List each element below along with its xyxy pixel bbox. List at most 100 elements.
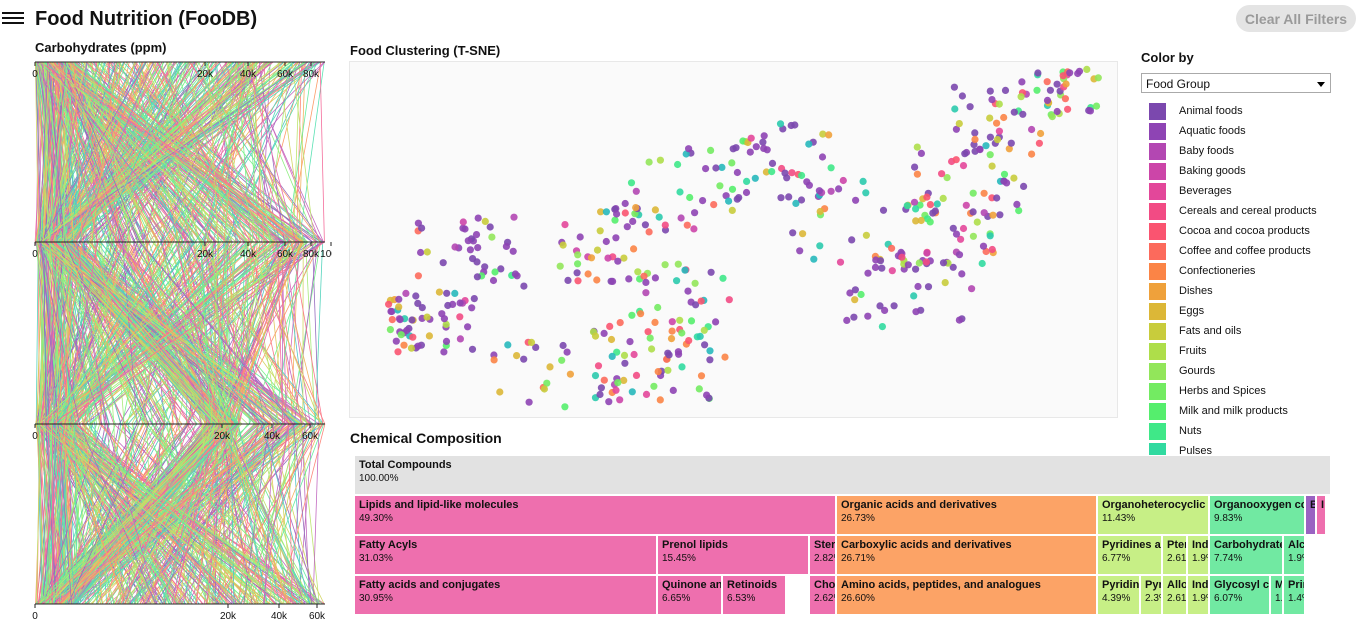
tsne-point[interactable]: [707, 268, 715, 276]
tsne-point[interactable]: [980, 189, 988, 197]
tsne-point[interactable]: [607, 335, 616, 344]
tsne-point[interactable]: [1059, 72, 1067, 80]
treemap-cell-glycosyl[interactable]: Glycosyl compounds 6.07%: [1209, 575, 1270, 615]
tsne-point[interactable]: [728, 159, 736, 167]
tsne-point[interactable]: [768, 168, 776, 176]
tsne-point[interactable]: [623, 223, 631, 231]
tsne-point[interactable]: [955, 251, 964, 259]
tsne-point[interactable]: [798, 171, 806, 180]
tsne-point[interactable]: [412, 292, 420, 300]
tsne-point[interactable]: [742, 188, 751, 197]
tsne-point[interactable]: [690, 225, 698, 233]
tsne-point[interactable]: [968, 285, 976, 293]
tsne-point[interactable]: [403, 326, 411, 335]
tsne-point[interactable]: [952, 230, 961, 238]
treemap-cell-other2[interactable]: I: [1316, 495, 1326, 535]
tsne-point[interactable]: [678, 329, 686, 337]
tsne-point[interactable]: [414, 342, 422, 350]
tsne-point[interactable]: [664, 366, 672, 374]
tsne-point[interactable]: [697, 372, 706, 380]
tsne-point[interactable]: [677, 214, 685, 222]
tsne-point[interactable]: [926, 218, 934, 226]
tsne-point[interactable]: [388, 316, 396, 324]
tsne-point[interactable]: [407, 344, 416, 352]
tsne-point[interactable]: [848, 236, 856, 244]
tsne-point[interactable]: [685, 337, 693, 345]
tsne-point[interactable]: [697, 297, 705, 305]
tsne-point[interactable]: [474, 214, 482, 222]
tsne-point[interactable]: [819, 130, 827, 138]
tsne-point[interactable]: [532, 343, 540, 351]
tsne-point[interactable]: [559, 341, 567, 350]
tsne-point[interactable]: [871, 263, 880, 271]
tsne-point[interactable]: [559, 241, 567, 249]
tsne-point[interactable]: [1020, 182, 1028, 190]
treemap-cell-primary[interactable]: Primary alcohols 1.4%: [1283, 575, 1305, 615]
tsne-point[interactable]: [576, 233, 584, 241]
tsne-point[interactable]: [440, 348, 448, 356]
tsne-point[interactable]: [510, 213, 518, 221]
tsne-point[interactable]: [654, 368, 662, 376]
treemap-cell-alcohols[interactable]: Alcohols and polyols 1.9%: [1283, 535, 1305, 575]
tsne-point[interactable]: [904, 261, 912, 269]
tsne-point[interactable]: [706, 347, 714, 355]
tsne-point[interactable]: [701, 341, 709, 349]
tsne-point[interactable]: [520, 355, 528, 363]
tsne-point[interactable]: [888, 267, 896, 275]
tsne-point[interactable]: [986, 114, 994, 122]
tsne-point[interactable]: [872, 256, 880, 264]
tsne-point[interactable]: [597, 384, 605, 392]
tsne-point[interactable]: [1007, 139, 1015, 147]
tsne-point[interactable]: [681, 266, 689, 274]
tsne-point[interactable]: [593, 276, 601, 284]
tsne-point[interactable]: [879, 206, 888, 214]
tsne-point[interactable]: [912, 308, 920, 316]
tsne-point[interactable]: [464, 237, 472, 245]
tsne-point[interactable]: [655, 213, 663, 221]
tsne-point[interactable]: [839, 176, 847, 185]
treemap-cell-indoles[interactable]: Indoles and derivatives 1.9%: [1187, 535, 1209, 575]
tsne-point[interactable]: [513, 352, 521, 360]
tsne-point[interactable]: [439, 259, 447, 267]
tsne-point[interactable]: [630, 350, 638, 359]
tsne-point[interactable]: [591, 372, 600, 380]
tsne-point[interactable]: [481, 217, 489, 225]
tsne-point[interactable]: [890, 302, 898, 310]
tsne-point[interactable]: [608, 352, 616, 360]
tsne-point[interactable]: [1046, 86, 1054, 94]
tsne-point[interactable]: [878, 323, 887, 331]
tsne-point[interactable]: [718, 163, 726, 171]
tsne-point[interactable]: [696, 332, 704, 340]
tsne-point[interactable]: [674, 160, 682, 169]
tsne-point[interactable]: [931, 207, 939, 215]
tsne-point[interactable]: [674, 348, 682, 356]
tsne-point[interactable]: [473, 273, 481, 281]
legend-item[interactable]: Milk and milk products: [1149, 401, 1349, 421]
treemap-cell-retinoids[interactable]: Retinoids 6.53%: [722, 575, 786, 615]
tsne-point[interactable]: [933, 200, 941, 208]
tsne-point[interactable]: [703, 391, 711, 399]
tsne-point[interactable]: [674, 260, 682, 268]
treemap-cell-pteridines[interactable]: Pteridines and derivatives 2.61%: [1162, 535, 1187, 575]
tsne-point[interactable]: [923, 193, 931, 201]
tsne-point[interactable]: [435, 288, 443, 296]
tsne-point[interactable]: [986, 232, 994, 240]
tsne-point[interactable]: [988, 245, 996, 254]
tsne-point[interactable]: [546, 363, 554, 371]
tsne-point[interactable]: [850, 313, 858, 321]
tsne-point[interactable]: [414, 272, 422, 280]
tsne-point[interactable]: [600, 329, 608, 337]
tsne-point[interactable]: [620, 351, 629, 359]
tsne-point[interactable]: [843, 316, 851, 324]
tsne-point[interactable]: [864, 269, 872, 277]
tsne-point[interactable]: [971, 129, 979, 137]
tsne-point[interactable]: [597, 208, 605, 216]
tsne-point[interactable]: [527, 338, 536, 346]
tsne-point[interactable]: [584, 270, 592, 278]
tsne-point[interactable]: [917, 216, 925, 225]
tsne-point[interactable]: [836, 258, 845, 266]
tsne-point[interactable]: [596, 390, 604, 399]
tsne-point[interactable]: [423, 313, 431, 321]
tsne-point[interactable]: [747, 134, 755, 142]
tsne-point[interactable]: [574, 251, 582, 259]
